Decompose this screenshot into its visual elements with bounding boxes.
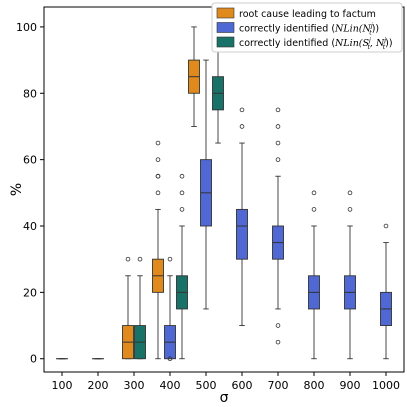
- axes-layer: 0 20 40 60 80 100 100 200 300 400 500 600 700 800 900 1…: [16, 6, 405, 392]
- legend-label: correctly identified (NLin(Nj t)): [239, 22, 379, 37]
- y-tick-label: 60: [23, 154, 37, 167]
- outlier-point: [155, 173, 161, 179]
- outlier-point: [239, 124, 245, 129]
- y-tick-label: 80: [23, 87, 37, 100]
- box-nlin-900: [344, 190, 356, 360]
- outlier-point: [239, 107, 245, 113]
- box-root-500: [188, 26, 200, 127]
- box-nlins-400: [176, 173, 188, 360]
- outlier-point: [167, 256, 173, 262]
- box-root-300: [122, 256, 134, 360]
- box-iqr: [236, 208, 248, 260]
- x-tick-label: 600: [232, 379, 253, 392]
- y-axis-label: %: [9, 183, 25, 196]
- legend-item-nlin: correctly identified (NLin(Nj t)): [216, 22, 379, 37]
- outlier-point: [167, 356, 173, 362]
- x-tick-label: 1000: [372, 379, 400, 392]
- outlier-point: [179, 207, 185, 212]
- y-tick-label: 100: [16, 21, 37, 34]
- legend-swatch: [216, 7, 235, 19]
- outlier-point: [155, 190, 161, 196]
- legend-swatch: [216, 36, 235, 48]
- y-tick-label: 40: [23, 220, 37, 233]
- x-tick-label: 400: [160, 379, 181, 392]
- box-nlin-400: [164, 256, 176, 362]
- x-tick-label: 500: [196, 379, 217, 392]
- box-root-400: [152, 140, 164, 360]
- outlier-point: [383, 223, 389, 229]
- x-tick-label: 700: [268, 379, 289, 392]
- legend-frame: [211, 2, 403, 53]
- legend-label: correctly identified (NLin(Sj t, Nj t)): [239, 36, 393, 51]
- outlier-point: [311, 207, 317, 212]
- outlier-point: [275, 140, 281, 146]
- x-tick-label: 300: [124, 379, 145, 392]
- marks-layer: [56, 26, 402, 362]
- outlier-point: [179, 173, 185, 179]
- box-nlin-700: [272, 107, 284, 345]
- outlier-point: [347, 207, 353, 212]
- outlier-point: [275, 124, 281, 129]
- outlier-point: [311, 190, 317, 196]
- box-nlins-300: [134, 256, 146, 360]
- outlier-point: [275, 339, 281, 345]
- legend-swatch: [216, 22, 235, 33]
- outlier-point: [275, 107, 281, 113]
- outlier-point: [179, 190, 185, 196]
- legend-item-nlins: correctly identified (NLin(Sj t, Nj t)): [216, 36, 393, 51]
- y-tick-label: 0: [30, 353, 37, 366]
- outlier-point: [275, 157, 281, 162]
- y-tick-label: 20: [23, 286, 37, 299]
- legend-label: root cause leading to factum: [239, 9, 376, 20]
- outlier-point: [137, 256, 143, 262]
- outlier-point: [347, 190, 353, 196]
- outlier-point: [125, 256, 131, 262]
- outlier-point: [155, 157, 161, 162]
- outlier-point: [275, 323, 281, 328]
- x-tick-label: 800: [304, 379, 325, 392]
- x-tick-label: 900: [340, 379, 361, 392]
- box-nlin-800: [308, 190, 320, 360]
- box-nlin-500: [200, 59, 212, 310]
- legend-item-root: root cause leading to factum: [216, 7, 376, 20]
- box-nlin-1000: [380, 223, 392, 360]
- outlier-point: [155, 140, 161, 146]
- x-axis-label: σ: [220, 390, 229, 406]
- legend: root cause leading to factum correctly id…: [211, 2, 403, 53]
- x-tick-label: 200: [88, 379, 109, 392]
- x-tick-label: 100: [52, 379, 73, 392]
- box-nlin-600: [236, 107, 248, 326]
